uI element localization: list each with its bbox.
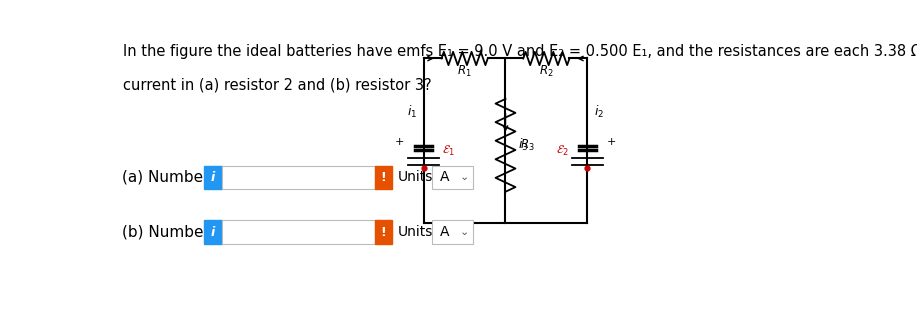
Text: i: i bbox=[211, 171, 215, 184]
Text: A: A bbox=[440, 171, 449, 184]
Text: Units: Units bbox=[398, 171, 434, 184]
Text: Units: Units bbox=[398, 225, 434, 239]
Text: $R_1$: $R_1$ bbox=[458, 64, 472, 79]
FancyBboxPatch shape bbox=[375, 220, 392, 244]
Text: A: A bbox=[440, 225, 449, 239]
FancyBboxPatch shape bbox=[222, 220, 375, 244]
FancyBboxPatch shape bbox=[204, 166, 222, 189]
FancyBboxPatch shape bbox=[432, 166, 473, 189]
Text: $R_2$: $R_2$ bbox=[539, 64, 554, 79]
Text: !: ! bbox=[381, 171, 386, 184]
Text: ⌄: ⌄ bbox=[459, 172, 469, 182]
FancyBboxPatch shape bbox=[204, 220, 222, 244]
Text: $i_3$: $i_3$ bbox=[518, 137, 528, 153]
Text: i: i bbox=[211, 226, 215, 239]
Text: $\mathcal{E}_1$: $\mathcal{E}_1$ bbox=[442, 144, 455, 159]
Text: $i_2$: $i_2$ bbox=[593, 104, 603, 120]
Text: $i_1$: $i_1$ bbox=[407, 104, 417, 120]
Text: ⌄: ⌄ bbox=[459, 227, 469, 237]
FancyBboxPatch shape bbox=[375, 166, 392, 189]
Text: (b) Number: (b) Number bbox=[122, 225, 210, 240]
Text: $R_3$: $R_3$ bbox=[520, 138, 535, 153]
FancyBboxPatch shape bbox=[432, 220, 473, 244]
Text: current in (a) resistor 2 and (b) resistor 3?: current in (a) resistor 2 and (b) resist… bbox=[123, 78, 432, 92]
Text: $\mathcal{E}_2$: $\mathcal{E}_2$ bbox=[557, 144, 569, 159]
Text: +: + bbox=[395, 137, 404, 147]
FancyBboxPatch shape bbox=[222, 166, 375, 189]
Text: (a) Number: (a) Number bbox=[122, 170, 209, 185]
Text: In the figure the ideal batteries have emfs E₁ = 9.0 V and E₂ = 0.500 E₁, and th: In the figure the ideal batteries have e… bbox=[123, 44, 917, 59]
Text: +: + bbox=[607, 137, 616, 147]
Text: !: ! bbox=[381, 226, 386, 239]
